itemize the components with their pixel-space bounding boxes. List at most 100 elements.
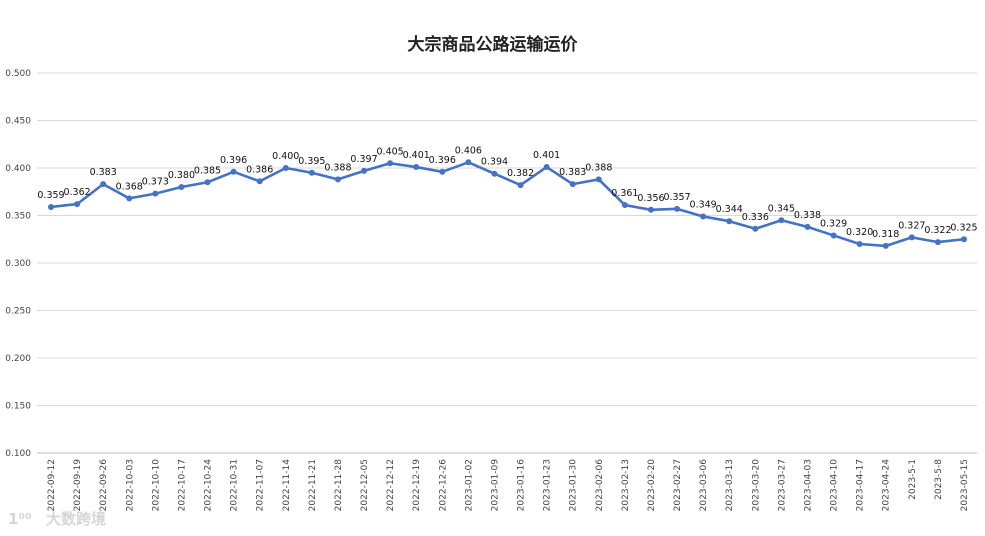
x-tick-label: 2023-02-13 bbox=[621, 459, 631, 511]
x-tick-label: 2023-5-8 bbox=[934, 459, 944, 500]
y-tick-label: 0.400 bbox=[5, 164, 31, 174]
data-label: 0.338 bbox=[794, 210, 821, 221]
data-point bbox=[126, 195, 133, 202]
data-point bbox=[726, 218, 733, 225]
data-label: 0.405 bbox=[377, 146, 404, 157]
data-point bbox=[230, 168, 237, 175]
data-label: 0.397 bbox=[350, 154, 377, 165]
y-tick-label: 0.300 bbox=[5, 259, 31, 269]
data-label: 0.322 bbox=[924, 225, 951, 236]
data-point bbox=[543, 164, 550, 171]
data-point bbox=[882, 242, 889, 249]
x-tick-label: 2022-11-07 bbox=[256, 459, 266, 511]
data-point bbox=[100, 181, 107, 188]
series-line-path bbox=[50, 161, 965, 248]
data-point bbox=[700, 213, 707, 220]
data-label: 0.327 bbox=[898, 220, 925, 231]
data-label: 0.406 bbox=[455, 145, 482, 156]
data-label: 0.401 bbox=[403, 150, 430, 161]
data-label: 0.400 bbox=[272, 151, 299, 162]
data-point bbox=[856, 241, 863, 247]
y-axis-ticks: 0.500 0.450 0.400 0.350 0.300 0.250 0.200 0.150… bbox=[5, 69, 31, 459]
y-tick-label: 0.100 bbox=[5, 449, 31, 459]
data-point bbox=[256, 178, 263, 185]
watermark-text: 大数跨境 bbox=[46, 510, 106, 528]
x-tick-label: 2022-10-10 bbox=[151, 459, 161, 512]
x-tick-label: 2022-10-31 bbox=[230, 459, 240, 511]
data-point bbox=[934, 239, 941, 246]
data-point bbox=[674, 205, 681, 212]
data-label: 0.373 bbox=[142, 177, 169, 188]
chart-title: 大宗商品公路运输运价 bbox=[407, 35, 578, 55]
gridlines bbox=[37, 72, 977, 454]
x-tick-label: 2023-04-03 bbox=[803, 459, 813, 511]
data-point bbox=[778, 217, 785, 224]
y-tick-label: 0.250 bbox=[5, 307, 31, 317]
data-label: 0.388 bbox=[324, 162, 351, 173]
data-point bbox=[204, 179, 211, 186]
data-point bbox=[830, 232, 837, 239]
series-line bbox=[50, 161, 965, 248]
watermark-logo: 1⁰⁰ bbox=[8, 510, 32, 528]
x-tick-label: 2022-09-12 bbox=[47, 459, 57, 511]
x-tick-label: 2022-11-28 bbox=[334, 459, 344, 512]
data-point bbox=[413, 164, 420, 171]
data-point bbox=[74, 201, 81, 208]
data-label: 0.349 bbox=[690, 199, 717, 210]
x-tick-label: 2022-10-24 bbox=[204, 459, 214, 512]
x-tick-label: 2023-01-02 bbox=[464, 459, 474, 511]
y-tick-label: 0.500 bbox=[5, 69, 31, 79]
data-point bbox=[334, 176, 341, 183]
data-point bbox=[569, 181, 576, 188]
data-label: 0.385 bbox=[194, 165, 221, 176]
data-point bbox=[517, 182, 524, 189]
x-tick-label: 2023-5-1 bbox=[908, 459, 918, 500]
data-point bbox=[465, 159, 472, 166]
data-point bbox=[152, 190, 159, 197]
data-label: 0.394 bbox=[481, 157, 508, 168]
data-point bbox=[961, 236, 967, 243]
data-point bbox=[908, 234, 915, 241]
x-tick-label: 2023-03-27 bbox=[777, 459, 787, 511]
data-label: 0.396 bbox=[429, 155, 456, 166]
data-label: 0.345 bbox=[768, 203, 795, 214]
x-tick-label: 2023-05-15 bbox=[960, 459, 970, 511]
x-tick-label: 2023-02-27 bbox=[673, 459, 683, 511]
x-tick-label: 2022-12-26 bbox=[438, 459, 448, 512]
data-label: 0.395 bbox=[298, 156, 325, 167]
data-label: 0.361 bbox=[611, 188, 638, 199]
data-point bbox=[491, 170, 498, 177]
x-tick-label: 2023-02-20 bbox=[647, 459, 657, 512]
data-label: 0.320 bbox=[846, 227, 873, 238]
data-point bbox=[308, 169, 315, 176]
x-tick-label: 2022-12-12 bbox=[386, 459, 396, 511]
watermark: 1⁰⁰ 大数跨境 bbox=[8, 510, 106, 528]
data-label: 0.359 bbox=[37, 190, 64, 201]
data-label: 0.388 bbox=[585, 162, 612, 173]
data-point bbox=[621, 202, 628, 209]
data-point bbox=[752, 225, 759, 232]
x-tick-label: 2022-09-19 bbox=[73, 459, 83, 512]
data-label: 0.329 bbox=[820, 218, 847, 229]
x-tick-label: 2023-03-13 bbox=[725, 459, 735, 511]
data-label: 0.383 bbox=[559, 167, 586, 178]
x-axis-ticks: 2022-09-12 2022-09-19 2022-09-26 2022-10-03… bbox=[47, 459, 970, 512]
x-tick-label: 2023-04-17 bbox=[856, 459, 866, 511]
data-label: 0.356 bbox=[637, 193, 664, 204]
x-tick-label: 2023-02-06 bbox=[595, 459, 605, 512]
data-label: 0.336 bbox=[742, 212, 769, 223]
data-label: 0.382 bbox=[507, 168, 534, 179]
x-tick-label: 2022-10-03 bbox=[125, 459, 135, 511]
x-tick-label: 2023-01-23 bbox=[543, 459, 553, 511]
data-label: 0.383 bbox=[90, 167, 117, 178]
x-tick-label: 2022-11-21 bbox=[308, 459, 318, 511]
data-point bbox=[439, 168, 446, 175]
data-point bbox=[804, 223, 811, 230]
x-tick-label: 2022-11-14 bbox=[282, 459, 292, 512]
data-label: 0.386 bbox=[246, 164, 273, 175]
y-tick-label: 0.450 bbox=[5, 117, 31, 127]
x-tick-label: 2023-01-09 bbox=[490, 459, 500, 512]
data-point bbox=[282, 165, 289, 171]
data-point bbox=[647, 206, 654, 213]
